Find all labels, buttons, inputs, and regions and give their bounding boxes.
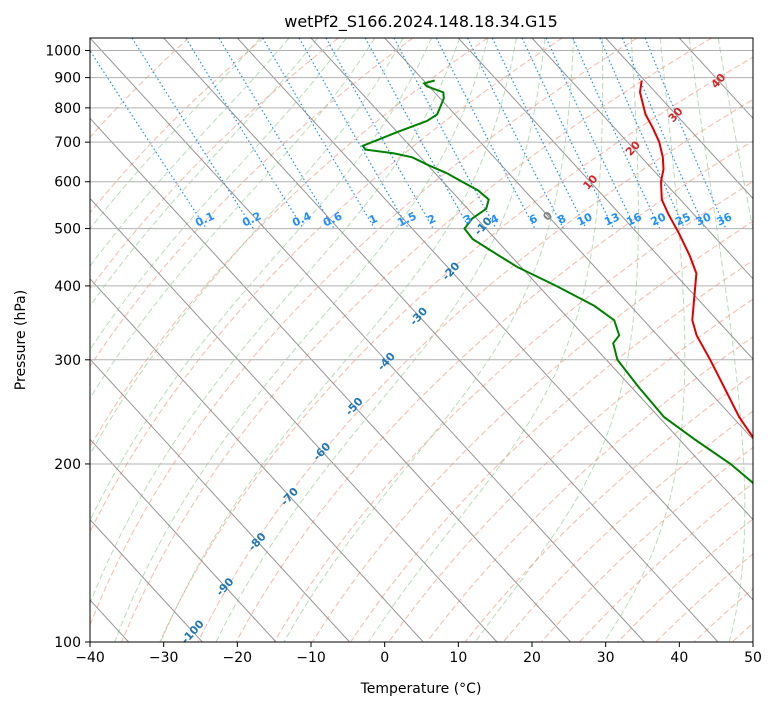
x-tick-label: 0 xyxy=(380,650,389,666)
x-tick-label: 40 xyxy=(670,650,688,666)
isotherm-line xyxy=(90,438,277,642)
isotherm-line xyxy=(457,38,753,360)
mixing-ratio-line xyxy=(262,38,376,229)
mixing-ratio-line xyxy=(298,38,410,229)
moist-adiabat-line xyxy=(90,38,319,307)
isotherm-line xyxy=(90,38,645,642)
x-tick-label: 20 xyxy=(523,650,541,666)
dry-adiabat-line xyxy=(579,482,753,642)
moist-adiabat-line xyxy=(603,38,686,642)
x-tick-label: −40 xyxy=(75,650,105,666)
moist-adiabat-line xyxy=(90,38,290,267)
dry-adiabat-line xyxy=(541,446,753,642)
dry-adiabat-line xyxy=(311,220,753,642)
mixing-ratio-line xyxy=(521,38,615,229)
isotherm-line xyxy=(531,38,753,280)
mixing-ratio-line xyxy=(218,38,335,229)
y-tick-label: 1000 xyxy=(45,44,81,60)
isotherm-line xyxy=(310,38,753,521)
dewpoint-profile-line xyxy=(361,79,753,485)
mixing-ratio-label: 13 xyxy=(602,210,621,228)
isotherm-line xyxy=(90,358,350,642)
isotherm-line xyxy=(90,278,424,642)
mixing-ratio-line xyxy=(572,38,661,229)
mixing-ratio-line xyxy=(364,38,470,229)
dry-adiabat-line xyxy=(388,298,753,642)
y-tick-label: 700 xyxy=(54,135,81,151)
moist-adiabat-line xyxy=(688,38,746,642)
moist-adiabat-line xyxy=(160,38,517,642)
mixing-ratio-line xyxy=(644,38,727,229)
mixing-ratio-label: 30 xyxy=(694,210,714,228)
isotherm-line xyxy=(236,38,753,601)
dry-adiabat-line xyxy=(235,140,753,642)
moist-adiabat-line xyxy=(90,38,461,605)
dry-adiabat-line xyxy=(464,373,753,642)
isotherm-line xyxy=(90,518,203,642)
moist-adiabat-line xyxy=(283,38,575,642)
moist-adiabat-line xyxy=(717,38,753,232)
chart-title: wetPf2_S166.2024.148.18.34.G15 xyxy=(284,12,558,32)
isotherm-line xyxy=(163,38,719,642)
y-axis-title: Pressure (hPa) xyxy=(13,290,29,390)
moist-adiabat-line xyxy=(90,38,261,230)
mixing-ratio-label: 36 xyxy=(715,210,735,228)
y-tick-label: 800 xyxy=(54,101,81,117)
y-tick-label: 600 xyxy=(54,175,81,191)
mixing-ratio-line xyxy=(131,38,254,229)
dry-adiabat-line xyxy=(350,259,753,642)
temperature-profile-line xyxy=(638,80,753,440)
isotherm-line xyxy=(90,117,571,642)
y-tick-label: 500 xyxy=(54,222,81,238)
moist-adiabat-line xyxy=(368,38,604,642)
y-tick-label: 900 xyxy=(54,71,81,87)
dry-adiabat-line xyxy=(426,336,753,642)
mixing-ratio-label: 20 xyxy=(649,210,669,228)
moist-adiabat-line xyxy=(90,38,347,351)
x-tick-label: 30 xyxy=(597,650,615,666)
mixing-ratio-label: 25 xyxy=(673,210,692,228)
dry-adiabat-line xyxy=(90,38,638,627)
dry-adiabat-line xyxy=(502,410,753,642)
dry-adiabat-line xyxy=(197,98,753,642)
x-tick-label: −20 xyxy=(223,650,253,666)
plot-frame xyxy=(89,37,754,643)
dry-adiabat-line xyxy=(121,38,712,642)
x-tick-label: 10 xyxy=(449,650,467,666)
dry-adiabat-line xyxy=(90,38,488,448)
mixing-ratio-line xyxy=(621,38,706,229)
mixing-ratio-line xyxy=(491,38,587,229)
mixing-ratio-line xyxy=(185,38,304,229)
mixing-ratio-label: 10 xyxy=(575,210,595,228)
x-tick-label: −10 xyxy=(296,650,326,666)
isotherm-line xyxy=(605,38,753,200)
y-tick-label: 200 xyxy=(54,457,81,473)
x-axis-title: Temperature (°C) xyxy=(360,681,482,697)
axis-ticks: −40 −30 −20 −10 0 10 20 30 40 50 100 200 300 400 500 60… xyxy=(45,44,762,666)
x-tick-label: −30 xyxy=(149,650,179,666)
dry-adiabat-line xyxy=(90,38,264,214)
moist-adiabat-line xyxy=(90,38,404,456)
moist-adiabat-line xyxy=(474,38,639,642)
mixing-ratio-line xyxy=(325,38,434,229)
dry-adiabat-line xyxy=(90,38,339,290)
moist-adiabat-line xyxy=(215,38,546,642)
y-tick-label: 100 xyxy=(54,635,81,651)
moist-adiabat-line xyxy=(90,38,432,522)
mixing-ratio-line xyxy=(545,38,637,229)
mixing-ratio-label: 16 xyxy=(624,210,644,228)
x-tick-label: 50 xyxy=(744,650,762,666)
y-tick-label: 300 xyxy=(54,353,81,369)
dry-adiabat-line xyxy=(159,56,753,642)
isotherm-line xyxy=(384,38,753,441)
dry-adiabat-line xyxy=(90,38,563,534)
isotherm-line xyxy=(90,197,498,642)
moist-adiabat-line xyxy=(114,38,489,642)
y-tick-label: 400 xyxy=(54,279,81,295)
